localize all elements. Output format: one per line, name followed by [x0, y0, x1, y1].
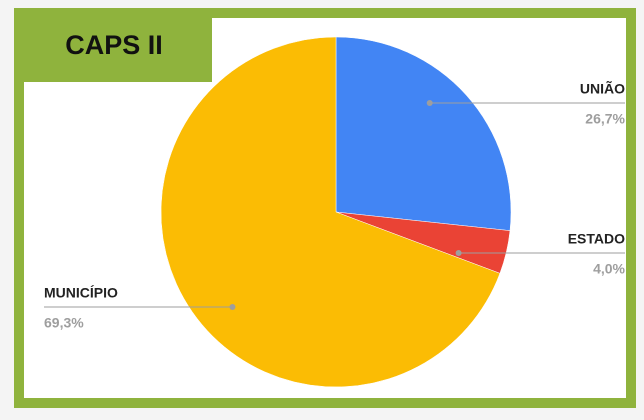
chart-title: CAPS II [65, 30, 163, 60]
value-label: 69,3% [44, 315, 84, 331]
pie-slice [335, 36, 512, 231]
pie-slice [160, 36, 501, 388]
leader-dot [426, 100, 433, 106]
slice-label: ESTADO [568, 231, 625, 247]
value-label: 4,0% [593, 261, 625, 277]
title-box [14, 8, 212, 82]
leader-dot [229, 304, 236, 310]
slice-label: UNIÃO [580, 80, 625, 97]
slice-label: MUNICÍPIO [44, 285, 118, 301]
leader-dot [455, 250, 462, 256]
value-label: 26,7% [585, 111, 625, 127]
